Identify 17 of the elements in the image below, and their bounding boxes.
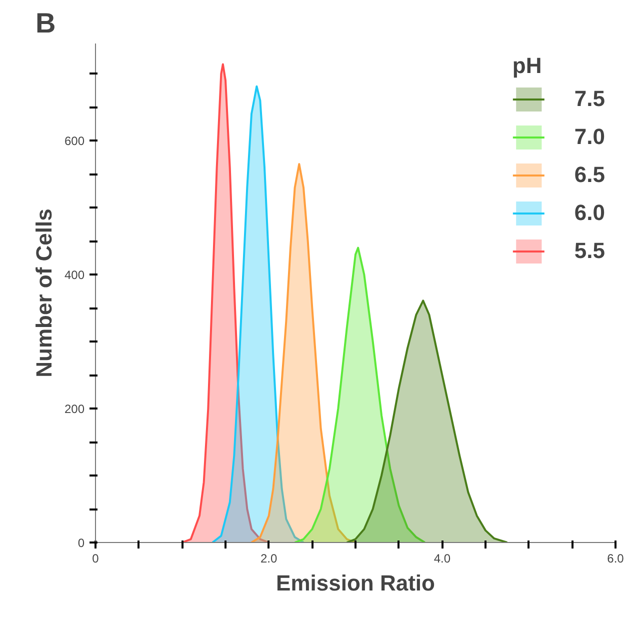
y-axis-title: Number of Cells — [31, 208, 56, 378]
y-tick-label: 600 — [64, 134, 85, 148]
legend-label: 5.5 — [574, 238, 605, 264]
y-tick-label: 200 — [64, 402, 85, 416]
x-axis-title: Emission Ratio — [276, 570, 435, 596]
x-tick-label: 4.0 — [434, 552, 451, 566]
text: B — [36, 8, 56, 38]
y-tick-label: 400 — [64, 268, 85, 282]
legend-label: 7.0 — [574, 124, 605, 150]
y-tick-label: 0 — [78, 536, 85, 550]
legend-label: 6.0 — [574, 200, 605, 226]
x-tick-label: 6.0 — [607, 552, 624, 566]
x-tick-label: 0 — [92, 552, 100, 566]
legend-label: 7.5 — [574, 86, 605, 112]
legend-title: pH — [512, 53, 543, 79]
legend-label: 6.5 — [574, 162, 605, 188]
x-tick-label: 2.0 — [260, 552, 278, 566]
